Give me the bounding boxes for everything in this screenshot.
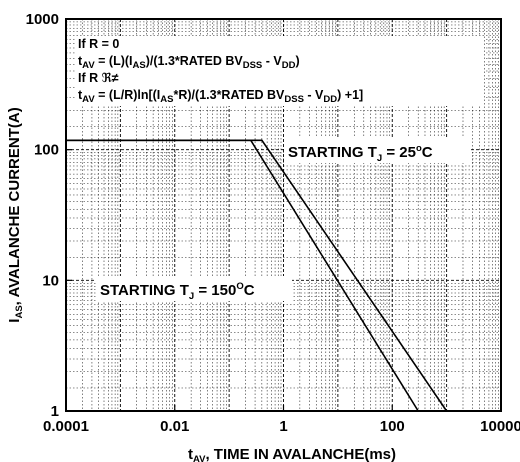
series-label-150c: STARTING TJ = 150OC xyxy=(100,281,255,302)
tick-labels: 0.0001 0.01 1 100 10000 1 10 100 1000 xyxy=(26,11,520,435)
equation-line-3: If R ℜ≠ xyxy=(78,71,119,85)
grid-lines xyxy=(65,19,501,411)
x-tick-label: 1 xyxy=(279,418,287,435)
series-line-150c xyxy=(66,139,419,412)
series-line-25c xyxy=(66,139,448,412)
y-tick-label: 10 xyxy=(42,272,59,289)
y-tick-label: 100 xyxy=(34,142,59,159)
equation-line-1: If R = 0 xyxy=(78,37,119,51)
y-tick-label: 1000 xyxy=(26,11,59,28)
x-tick-label: 10000 xyxy=(480,418,520,435)
label-150c-bg xyxy=(96,276,292,301)
equation-line-4: tAV = (L/R)ln[(IAS*R)/(1.3*RATED BVDSS -… xyxy=(78,88,363,105)
label-25c-bg xyxy=(284,138,470,163)
equation-line-2: tAV = (L)(IAS)/(1.3*RATED BVDSS - VDD) xyxy=(78,54,300,71)
series-label-25c: STARTING TJ = 25oC xyxy=(288,143,433,164)
x-tick-label: 0.0001 xyxy=(43,418,89,435)
y-axis-label: IAS, AVALANCHE CURRENT(A) xyxy=(6,107,25,322)
equation-box-bg xyxy=(76,36,484,106)
x-tick-label: 0.01 xyxy=(160,418,189,435)
series-lines xyxy=(66,139,448,412)
x-axis-label: tAV, TIME IN AVALANCHE(ms) xyxy=(188,446,396,462)
x-tick-label: 100 xyxy=(380,418,405,435)
y-tick-label: 1 xyxy=(51,403,59,420)
